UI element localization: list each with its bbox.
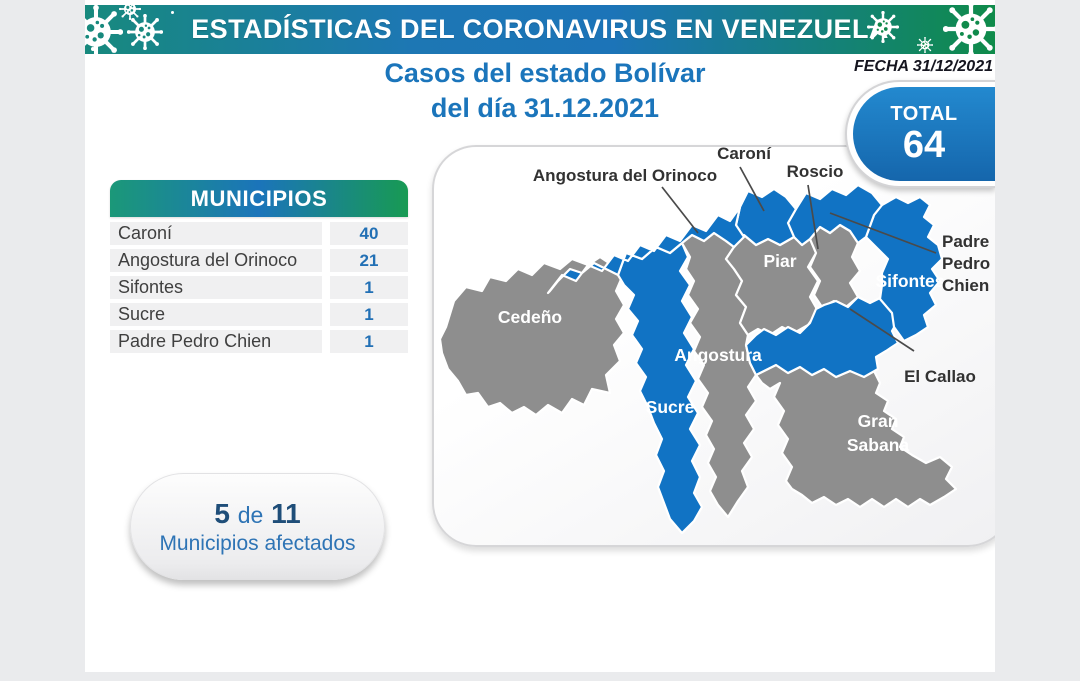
municipio-name: Angostura del Orinoco: [110, 249, 322, 272]
leader-el-callao: [849, 308, 915, 352]
summary-count-line: 5 de 11: [214, 498, 300, 530]
map-callout-ppc-line3: Chien: [942, 276, 989, 295]
map-label-sifontes: Sifontes: [875, 271, 944, 291]
summary-caption: Municipios afectados: [159, 531, 356, 555]
map-callout-ppc-line1: Padre: [942, 232, 989, 251]
column-gap: [322, 249, 330, 272]
column-gap: [322, 276, 330, 299]
separator-text: de: [237, 501, 264, 528]
leader-roscio: [807, 184, 819, 250]
map-label-gran-sabana-line1: Gran: [858, 411, 899, 431]
municipios-table: MUNICIPIOS Caroní 40 Angostura del Orino…: [110, 180, 408, 357]
map-label-piar: Piar: [763, 251, 796, 271]
page-title-line1: Casos del estado Bolívar: [384, 58, 706, 88]
municipio-name: Sucre: [110, 303, 322, 326]
municipio-name: Caroní: [110, 222, 322, 245]
municipio-name: Padre Pedro Chien: [110, 330, 322, 353]
column-gap: [322, 303, 330, 326]
map-callout-caroni: Caroní: [717, 144, 772, 163]
leader-caroni: [739, 166, 765, 212]
virus-icon: [917, 37, 933, 53]
virus-icon: [943, 5, 995, 54]
speck-dot: [91, 47, 95, 51]
map-callout-roscio: Roscio: [787, 162, 844, 181]
total-municipios-count: 11: [271, 497, 301, 529]
map-label-sucre: Sucre: [646, 397, 695, 417]
map-callout-el-callao: El Callao: [904, 367, 976, 386]
leader-angostura-del-orinoco: [661, 186, 699, 234]
municipio-cases: 21: [330, 249, 408, 272]
map-label-gran-sabana-line2: Sabana: [847, 435, 910, 455]
table-row: Sucre 1: [110, 303, 408, 326]
bolivar-state-map: Cedeño Piar Sifontes Angostura Sucre Gra…: [430, 85, 995, 555]
total-label: TOTAL: [890, 102, 958, 125]
column-gap: [322, 330, 330, 353]
table-row: Angostura del Orinoco 21: [110, 249, 408, 272]
banner-title: ESTADÍSTICAS DEL CORONAVIRUS EN VENEZUEL…: [191, 14, 889, 44]
table-row: Caroní 40: [110, 222, 408, 245]
map-callout-ppc-line2: Pedro: [942, 254, 990, 273]
summary-pill: 5 de 11 Municipios afectados: [130, 473, 385, 580]
speck-dot: [171, 11, 174, 14]
total-badge: TOTAL 64: [845, 80, 995, 188]
map-label-cedeno: Cedeño: [498, 307, 562, 327]
municipios-table-rows: Caroní 40 Angostura del Orinoco 21 Sifon…: [110, 222, 408, 353]
map-callout-angostura-del-orinoco: Angostura del Orinoco: [533, 166, 717, 185]
affected-count: 5: [214, 497, 230, 529]
virus-icon: [867, 11, 899, 43]
column-gap: [322, 222, 330, 245]
page-title-line2: del día 31.12.2021: [430, 93, 660, 124]
map-leader-lines: [661, 166, 937, 352]
date-label: FECHA 31/12/2021: [853, 58, 993, 75]
banner: ESTADÍSTICAS DEL CORONAVIRUS EN VENEZUEL…: [85, 5, 995, 54]
leader-padre-pedro-chien: [829, 212, 937, 254]
municipio-cases: 1: [330, 303, 408, 326]
municipio-cases: 1: [330, 330, 408, 353]
municipio-cases: 40: [330, 222, 408, 245]
municipios-table-header: MUNICIPIOS: [110, 180, 408, 217]
table-row: Padre Pedro Chien 1: [110, 330, 408, 353]
table-row: Sifontes 1: [110, 276, 408, 299]
infographic-canvas: ESTADÍSTICAS DEL CORONAVIRUS EN VENEZUEL…: [85, 0, 995, 672]
virus-icon: [119, 5, 141, 20]
map-region-cedeno: [438, 255, 626, 417]
total-badge-inner: TOTAL 64: [853, 87, 995, 181]
map-region-roscio: [808, 223, 862, 309]
total-value: 64: [902, 123, 946, 166]
municipio-name: Sifontes: [110, 276, 322, 299]
page-title: Casos del estado Bolívar del día 31.12.2…: [250, 56, 840, 126]
map-region-sucre: [616, 241, 704, 535]
municipio-cases: 1: [330, 276, 408, 299]
map-label-angostura: Angostura: [674, 345, 762, 365]
